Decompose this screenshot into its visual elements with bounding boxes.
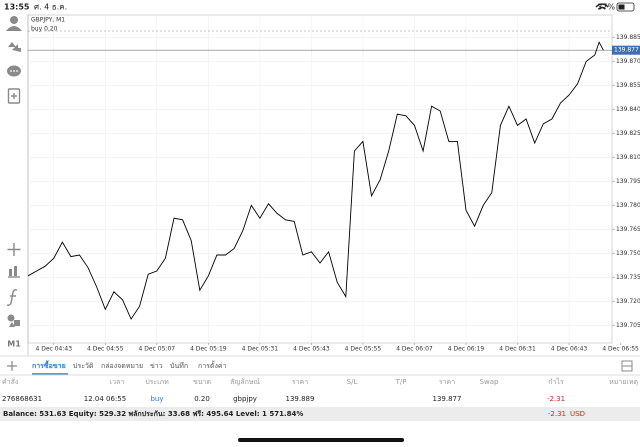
- new-order-button[interactable]: [7, 88, 21, 104]
- column-header: ราคา: [439, 378, 455, 386]
- column-header: ประเภท: [145, 378, 169, 386]
- trade-button[interactable]: [8, 42, 21, 52]
- tab[interactable]: ข่าว: [150, 362, 163, 370]
- wifi-icon: [595, 3, 609, 10]
- tab[interactable]: การตั้งค่า: [198, 359, 227, 370]
- tabs: การซื้อขาย ประวัติ กล่องจดหมาย ข่าว บันทึก กา…: [32, 359, 227, 375]
- x-tick-label: 4 Dec 06:19: [448, 346, 485, 353]
- indicators-button[interactable]: [8, 266, 20, 278]
- status-time: 13:55: [4, 3, 30, 12]
- x-tick-label: 4 Dec 04:55: [87, 346, 124, 353]
- balance-bar: [0, 407, 640, 421]
- timeframe-button[interactable]: M1: [7, 340, 21, 349]
- y-tick-label: 139.855: [616, 82, 640, 89]
- battery-icon: [616, 2, 635, 12]
- column-header: คำสั่ง: [2, 377, 18, 386]
- x-tick-label: 4 Dec 05:07: [139, 346, 176, 353]
- column-header: ราคา: [292, 378, 308, 386]
- x-tick-label: 4 Dec 06:55: [602, 346, 639, 353]
- x-tick-label: 4 Dec 05:19: [190, 346, 227, 353]
- status-date: ศ. 4 ธ.ค.: [34, 3, 67, 12]
- currency: USD: [570, 410, 585, 418]
- account-button[interactable]: [6, 16, 22, 31]
- balance-text: Balance: 531.63 Equity: 529.32 พลักประกั…: [3, 410, 303, 418]
- table: คำสั่ง เวลา ประเภท ขนาด สัญลักษณ์ ราคา S/L T/P ร…: [2, 377, 638, 403]
- toolbar: M1: [6, 16, 22, 349]
- cell-profit: -2.31: [547, 395, 565, 403]
- tab[interactable]: กล่องจดหมาย: [101, 362, 143, 370]
- chart: 139.885 139.870 139.855 139.840 139.825 139.8…: [27, 15, 640, 353]
- column-header: T/P: [395, 378, 407, 386]
- x-tick-label: 4 Dec 05:55: [345, 346, 382, 353]
- crosshair-button[interactable]: [7, 243, 21, 256]
- price-line-series: [27, 41, 604, 320]
- x-tick-label: 4 Dec 05:43: [293, 346, 330, 353]
- tab[interactable]: บันทึก: [170, 361, 188, 370]
- chat-button[interactable]: [7, 65, 21, 77]
- layout-button[interactable]: [621, 360, 633, 372]
- cell-size: 0.20: [194, 395, 210, 403]
- column-header: กำไร: [548, 377, 564, 386]
- cell-price: 139.889: [286, 395, 315, 403]
- home-indicator: [238, 438, 404, 442]
- function-button[interactable]: [6, 289, 18, 306]
- y-tick-label: 139.870: [616, 58, 640, 65]
- y-tick-label: 139.765: [616, 226, 640, 233]
- x-tick-label: 4 Dec 06:43: [551, 346, 588, 353]
- y-tick-label: 139.795: [616, 178, 640, 185]
- add-button[interactable]: [7, 361, 17, 371]
- cell-current-price: 139.877: [433, 395, 462, 403]
- total-profit: -2.31: [548, 410, 566, 418]
- price-tag: [612, 45, 640, 55]
- x-tick-label: 4 Dec 06:31: [499, 346, 536, 353]
- column-header: สัญลักษณ์: [230, 378, 260, 386]
- column-header: S/L: [347, 378, 358, 386]
- order-label: buy 0.20: [31, 26, 58, 33]
- x-tick-label: 4 Dec 06:07: [396, 346, 433, 353]
- y-tick-label: 139.885: [616, 34, 640, 41]
- y-tick-label: 139.825: [616, 130, 640, 137]
- cell-symbol: gbpjpy: [233, 395, 257, 403]
- cell-order: 276868631: [2, 395, 42, 403]
- status-battery: 37%: [597, 3, 615, 12]
- y-tick-label: 139.705: [616, 322, 640, 329]
- column-header: หมายเหตุ: [609, 378, 638, 386]
- x-tick-label: 4 Dec 04:43: [35, 346, 72, 353]
- y-tick-label: 139.840: [616, 106, 640, 113]
- x-tick-label: 4 Dec 05:31: [242, 346, 279, 353]
- objects-button[interactable]: [7, 314, 21, 328]
- column-header: เวลา: [110, 378, 125, 386]
- column-header: Swap: [480, 378, 499, 386]
- y-tick-label: 139.780: [616, 202, 640, 209]
- plot-frame: [27, 14, 613, 344]
- y-tick-label: 139.810: [616, 154, 640, 161]
- y-tick-label: 139.735: [616, 274, 640, 281]
- y-tick-label: 139.750: [616, 250, 640, 257]
- cell-type: buy: [150, 395, 163, 403]
- y-tick-label: 139.720: [616, 298, 640, 305]
- tab[interactable]: ประวัติ: [73, 362, 94, 370]
- column-header: ขนาด: [193, 378, 211, 386]
- battery-level: [618, 4, 625, 10]
- tab[interactable]: การซื้อขาย: [32, 359, 66, 370]
- cell-time: 12.04 06:55: [84, 395, 126, 403]
- chart-symbol: GBPJPY, M1: [31, 17, 65, 24]
- price-tag-label: 139.877: [614, 47, 639, 54]
